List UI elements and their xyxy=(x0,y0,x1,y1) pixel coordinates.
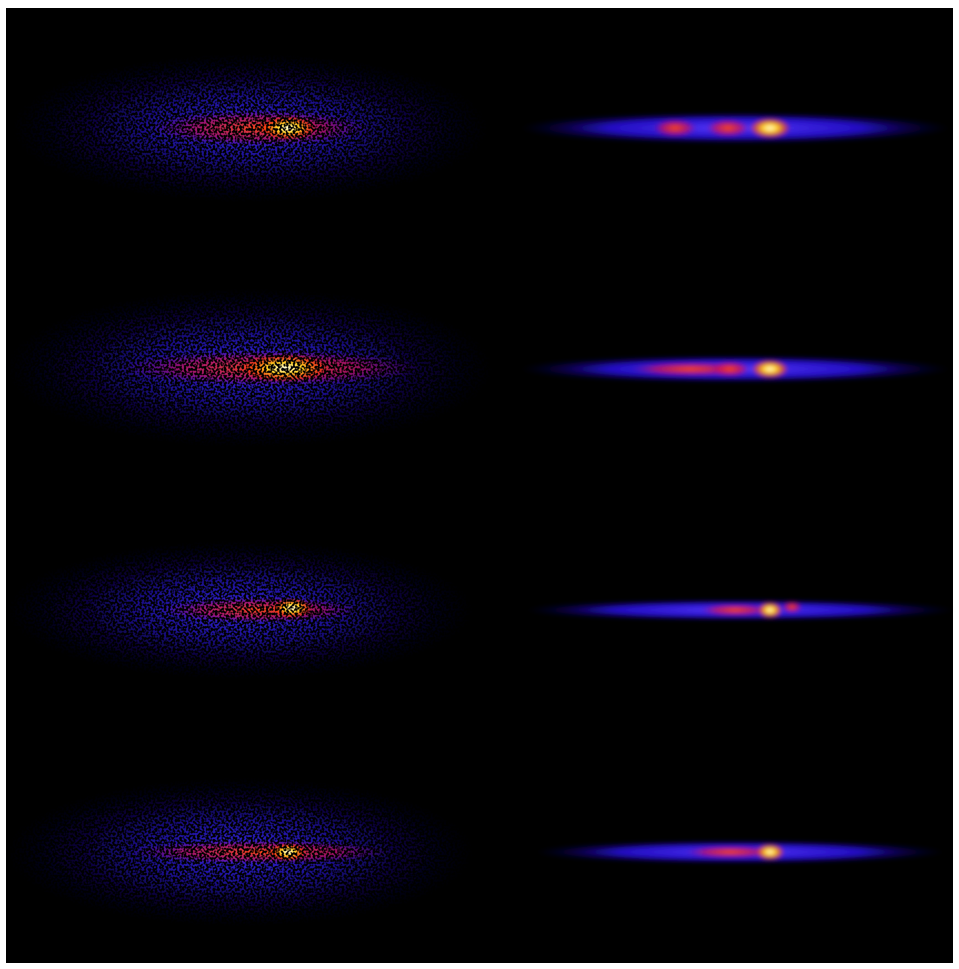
knot xyxy=(706,119,750,137)
galaxy-smooth xyxy=(520,355,950,383)
galaxy-noisy xyxy=(5,288,495,448)
galaxy-noisy xyxy=(10,53,490,203)
nucleus xyxy=(260,116,316,140)
core xyxy=(130,840,390,864)
nucleus xyxy=(750,118,790,138)
page xyxy=(0,0,959,969)
core xyxy=(160,597,360,623)
nucleus xyxy=(240,354,330,382)
knot xyxy=(710,361,750,377)
galaxy-noisy xyxy=(5,777,475,927)
galaxy-smooth xyxy=(520,112,950,144)
nucleus xyxy=(272,598,312,618)
nucleus xyxy=(756,844,784,860)
nucleus xyxy=(758,602,782,618)
knot xyxy=(782,601,802,613)
nucleus xyxy=(752,360,788,378)
galaxy-noisy xyxy=(5,540,475,680)
nucleus xyxy=(270,843,306,861)
galaxy-smooth xyxy=(525,599,955,621)
image-panel xyxy=(0,0,959,969)
galaxy-smooth xyxy=(535,840,945,864)
knot xyxy=(653,119,697,137)
